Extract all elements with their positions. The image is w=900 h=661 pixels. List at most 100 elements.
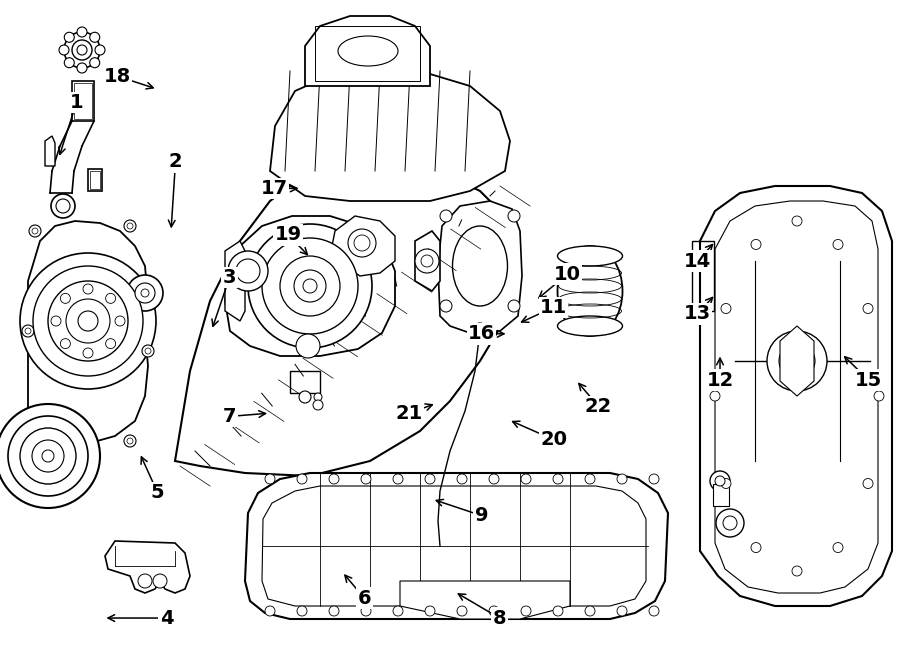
Polygon shape [700, 186, 892, 606]
Circle shape [124, 435, 136, 447]
Circle shape [20, 428, 76, 484]
Text: 17: 17 [261, 179, 288, 198]
Circle shape [297, 474, 307, 484]
Circle shape [553, 474, 563, 484]
Circle shape [29, 225, 41, 237]
Circle shape [127, 223, 133, 229]
Circle shape [8, 416, 88, 496]
Circle shape [457, 606, 467, 616]
Text: 12: 12 [706, 371, 733, 389]
Circle shape [64, 32, 100, 68]
Text: 6: 6 [357, 589, 372, 607]
Bar [692, 241, 714, 311]
Circle shape [236, 259, 260, 283]
Polygon shape [415, 231, 440, 291]
Circle shape [472, 323, 488, 339]
Circle shape [22, 325, 34, 337]
Circle shape [457, 474, 467, 484]
Circle shape [32, 228, 38, 234]
Polygon shape [400, 581, 570, 619]
Circle shape [715, 476, 725, 486]
Text: 10: 10 [554, 265, 580, 284]
Polygon shape [225, 216, 395, 356]
Bar [90, 171, 100, 189]
Circle shape [127, 275, 163, 311]
Circle shape [153, 574, 167, 588]
Circle shape [77, 63, 87, 73]
Circle shape [115, 316, 125, 326]
Circle shape [833, 543, 843, 553]
Circle shape [649, 606, 659, 616]
Circle shape [34, 433, 46, 445]
Text: 1: 1 [69, 93, 84, 112]
Circle shape [105, 293, 115, 303]
Text: 14: 14 [684, 252, 711, 270]
Circle shape [127, 438, 133, 444]
Circle shape [440, 210, 452, 222]
Circle shape [265, 606, 275, 616]
Circle shape [297, 606, 307, 616]
Circle shape [95, 45, 105, 55]
Polygon shape [225, 241, 245, 321]
Text: 22: 22 [585, 397, 612, 416]
Circle shape [833, 239, 843, 249]
Circle shape [142, 345, 154, 357]
Text: 11: 11 [540, 298, 567, 317]
Circle shape [124, 220, 136, 232]
Circle shape [425, 474, 435, 484]
Ellipse shape [557, 246, 623, 336]
Polygon shape [28, 221, 148, 443]
Bar [315, 26, 420, 81]
Circle shape [617, 606, 627, 616]
Circle shape [425, 606, 435, 616]
Circle shape [751, 543, 761, 553]
Circle shape [42, 450, 54, 462]
Ellipse shape [557, 316, 623, 336]
Text: 4: 4 [159, 609, 174, 627]
Circle shape [585, 474, 595, 484]
Polygon shape [438, 201, 522, 333]
Circle shape [105, 338, 115, 348]
Circle shape [393, 606, 403, 616]
Circle shape [751, 239, 761, 249]
Circle shape [145, 348, 151, 354]
Circle shape [296, 334, 320, 358]
Text: 5: 5 [150, 483, 165, 502]
Text: 8: 8 [492, 609, 507, 627]
Circle shape [51, 194, 75, 218]
Text: 7: 7 [223, 407, 236, 426]
Polygon shape [45, 136, 55, 166]
Text: 20: 20 [540, 430, 567, 449]
Circle shape [83, 348, 93, 358]
Circle shape [489, 474, 499, 484]
Bar [713, 484, 729, 506]
Circle shape [265, 474, 275, 484]
Circle shape [585, 606, 595, 616]
Circle shape [248, 224, 372, 348]
Bar [290, 371, 320, 393]
Bar [74, 83, 92, 119]
Text: 21: 21 [396, 404, 423, 422]
Text: 16: 16 [468, 325, 495, 343]
Circle shape [141, 289, 149, 297]
Circle shape [228, 251, 268, 291]
Circle shape [78, 311, 98, 331]
Circle shape [262, 238, 358, 334]
Circle shape [508, 210, 520, 222]
Circle shape [767, 331, 827, 391]
Circle shape [874, 391, 884, 401]
Circle shape [440, 300, 452, 312]
Circle shape [721, 479, 731, 488]
Polygon shape [105, 541, 190, 593]
Circle shape [393, 474, 403, 484]
Circle shape [553, 606, 563, 616]
Circle shape [329, 474, 339, 484]
Circle shape [135, 283, 155, 303]
Circle shape [25, 328, 31, 334]
Circle shape [60, 338, 70, 348]
Polygon shape [245, 473, 668, 619]
Text: 19: 19 [274, 225, 302, 244]
Circle shape [66, 299, 110, 343]
Circle shape [348, 229, 376, 257]
Circle shape [77, 27, 87, 37]
